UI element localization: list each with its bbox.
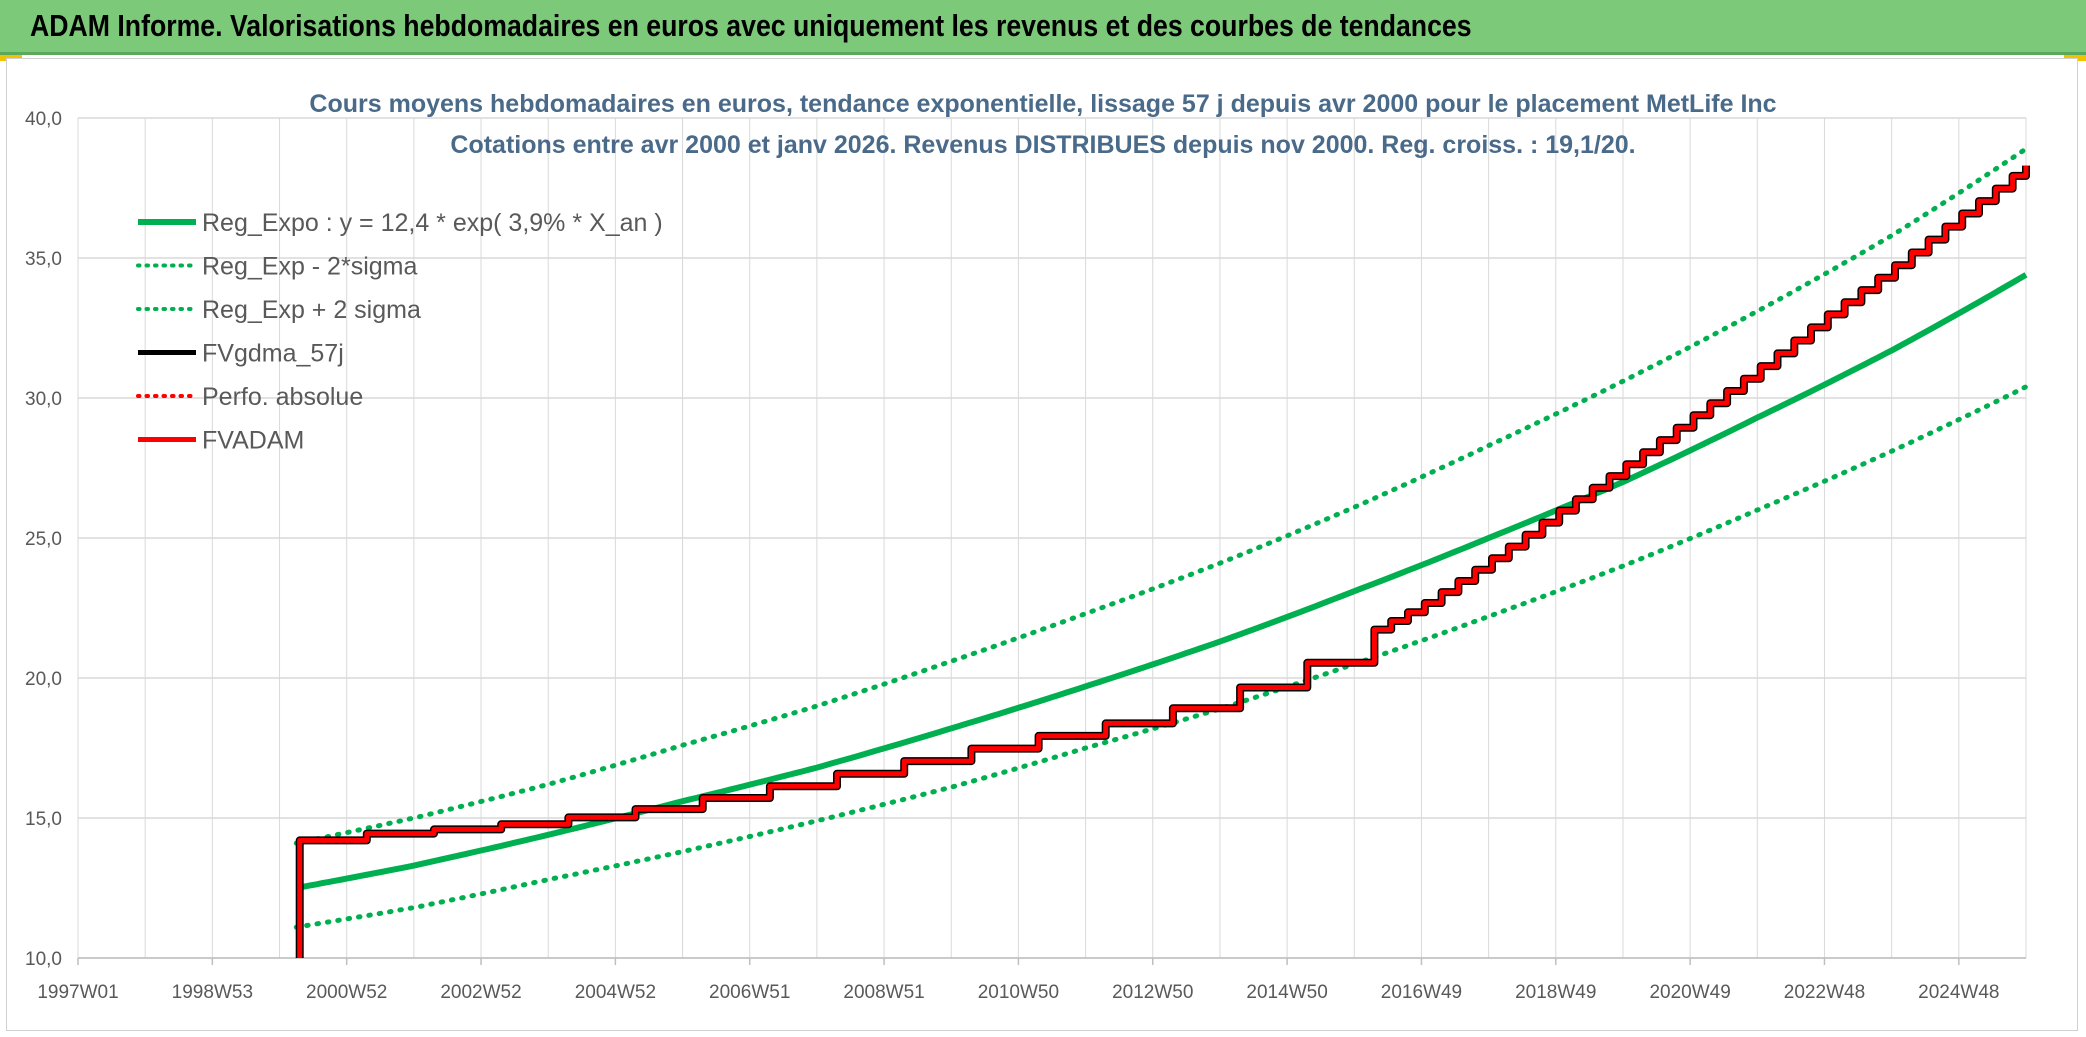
- grid: [77, 117, 2027, 959]
- y-tick-label: 30,0: [25, 389, 62, 410]
- chart-frame: [6, 58, 2078, 1031]
- legend-entry: Reg_Exp - 2*sigma: [202, 253, 417, 281]
- y-tick-label: 35,0: [25, 249, 62, 270]
- y-tick-label: 10,0: [25, 949, 62, 970]
- series-line: [293, 146, 2029, 846]
- x-tick-label: 1997W01: [37, 982, 118, 1003]
- x-axis-ticks: 1997W01 1998W53 2000W52 2002W52 2004W52 2006W…: [37, 958, 1999, 1003]
- x-tick-label: 2020W49: [1649, 982, 1730, 1003]
- y-tick-label: 40,0: [25, 109, 62, 130]
- y-tick-label: 25,0: [25, 529, 62, 550]
- y-axis-ticks: 10,0 15,0 20,0 25,0 30,0 35,0 40,0: [25, 109, 62, 970]
- x-tick-label: 2010W50: [978, 982, 1059, 1003]
- header-title: ADAM Informe. Valorisations hebdomadaire…: [30, 8, 1472, 43]
- legend-entry: Perfo. absolue: [202, 383, 363, 411]
- chart-subtitle: Cotations entre avr 2000 et janv 2026. R…: [450, 131, 1635, 159]
- legend-entry: FVADAM: [202, 427, 304, 455]
- x-tick-label: 2014W50: [1246, 982, 1327, 1003]
- x-tick-label: 1998W53: [172, 982, 253, 1003]
- legend-entry: FVgdma_57j: [202, 340, 344, 368]
- x-tick-label: 2004W52: [575, 982, 656, 1003]
- x-tick-label: 2024W48: [1918, 982, 1999, 1003]
- chart-title: Cours moyens hebdomadaires en euros, ten…: [309, 90, 1776, 118]
- legend-entry: Reg_Exp + 2 sigma: [202, 296, 421, 324]
- series-layer: [293, 146, 2030, 958]
- x-tick-label: 2016W49: [1381, 982, 1462, 1003]
- series-line: [295, 165, 2030, 958]
- x-tick-label: 2012W50: [1112, 982, 1193, 1003]
- x-tick-label: 2018W49: [1515, 982, 1596, 1003]
- y-tick-label: 20,0: [25, 669, 62, 690]
- header-banner: ADAM Informe. Valorisations hebdomadaire…: [0, 0, 2086, 55]
- series-line: [295, 272, 2028, 891]
- y-tick-label: 15,0: [25, 809, 62, 830]
- legend-entry: Reg_Expo : y = 12,4 * exp( 3,9% * X_an ): [202, 209, 663, 237]
- x-tick-label: 2000W52: [306, 982, 387, 1003]
- series-line: [297, 165, 2029, 958]
- x-tick-label: 2022W48: [1784, 982, 1865, 1003]
- x-tick-label: 2002W52: [440, 982, 521, 1003]
- series-line: [293, 384, 2029, 930]
- x-tick-label: 2006W51: [709, 982, 790, 1003]
- x-tick-label: 2008W51: [843, 982, 924, 1003]
- legend: Reg_Expo : y = 12,4 * exp( 3,9% * X_an )…: [136, 209, 663, 455]
